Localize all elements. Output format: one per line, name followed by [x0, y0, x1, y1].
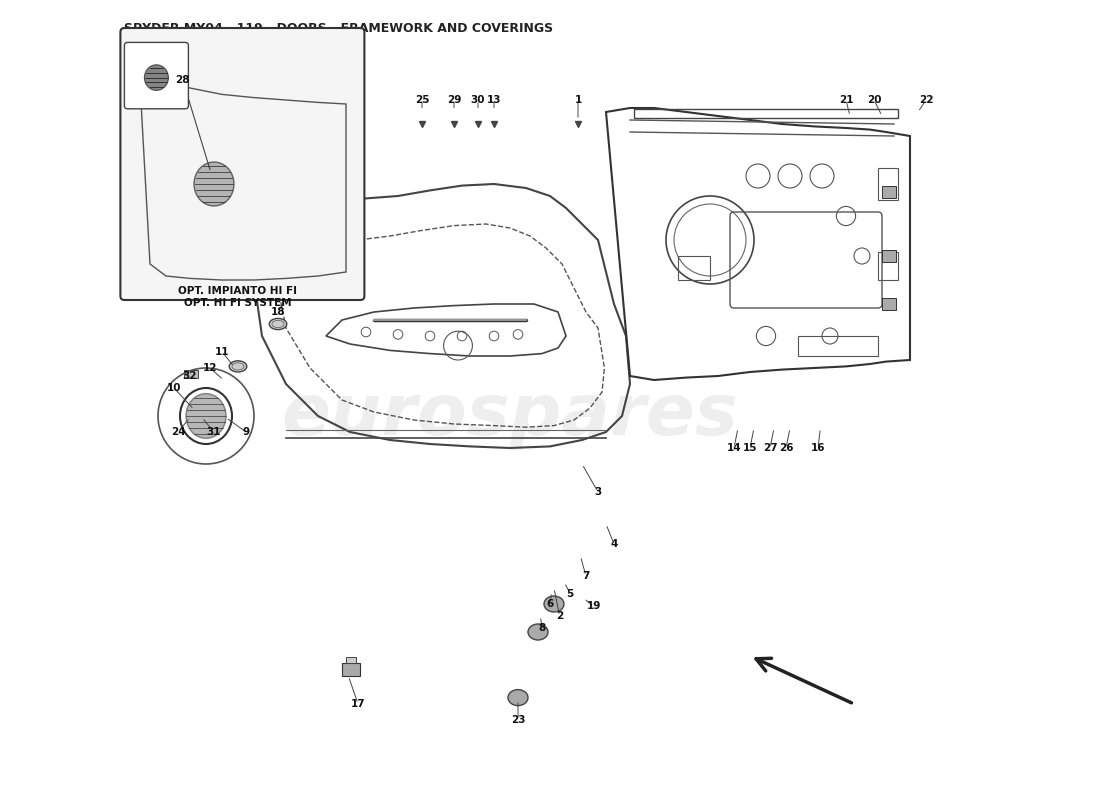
Ellipse shape [270, 318, 287, 330]
Text: 25: 25 [415, 95, 429, 105]
Text: 29: 29 [447, 95, 461, 105]
Text: 32: 32 [183, 371, 197, 381]
Bar [634, 109, 898, 118]
Bar [882, 186, 896, 198]
Text: 1: 1 [574, 95, 582, 105]
Text: 10: 10 [167, 383, 182, 393]
Text: 2: 2 [556, 611, 563, 621]
Text: 21: 21 [838, 95, 854, 105]
Text: 12: 12 [202, 363, 217, 373]
Bar [878, 252, 898, 280]
Text: 20: 20 [867, 95, 881, 105]
Bar [798, 336, 878, 356]
Text: 14: 14 [727, 443, 741, 453]
Text: 6: 6 [547, 599, 553, 609]
Ellipse shape [144, 65, 168, 90]
FancyBboxPatch shape [120, 28, 364, 300]
Text: 13: 13 [486, 95, 502, 105]
Text: 24: 24 [170, 427, 185, 437]
Text: 31: 31 [207, 427, 221, 437]
Text: 19: 19 [586, 602, 602, 611]
Bar [342, 663, 360, 676]
Bar [882, 250, 896, 262]
Ellipse shape [544, 596, 564, 612]
Text: 5: 5 [566, 589, 573, 598]
Text: SPYDER MY04 - 119 - DOORS - FRAMEWORK AND COVERINGS: SPYDER MY04 - 119 - DOORS - FRAMEWORK AN… [124, 22, 553, 35]
Ellipse shape [186, 394, 225, 438]
Text: 7: 7 [582, 571, 590, 581]
Circle shape [287, 279, 301, 294]
Text: 26: 26 [779, 443, 793, 453]
Text: 16: 16 [811, 443, 825, 453]
Text: 8: 8 [538, 623, 546, 633]
Ellipse shape [528, 624, 548, 640]
Ellipse shape [508, 690, 528, 706]
Text: 18: 18 [271, 307, 285, 317]
Text: eurospares: eurospares [282, 382, 738, 450]
Text: 30: 30 [471, 95, 485, 105]
Ellipse shape [229, 361, 246, 372]
Text: 17: 17 [351, 699, 365, 709]
Text: 28: 28 [175, 75, 189, 85]
Bar [184, 370, 198, 378]
Bar [346, 657, 355, 663]
Text: 3: 3 [594, 487, 602, 497]
Text: 22: 22 [918, 95, 933, 105]
FancyBboxPatch shape [124, 42, 188, 109]
Bar [878, 168, 898, 200]
Text: 27: 27 [762, 443, 778, 453]
Text: OPT. IMPIANTO HI FI
OPT. HI FI SYSTEM: OPT. IMPIANTO HI FI OPT. HI FI SYSTEM [178, 286, 297, 308]
Text: 15: 15 [742, 443, 757, 453]
Text: 11: 11 [214, 347, 229, 357]
Text: 9: 9 [242, 427, 250, 437]
Bar [882, 298, 896, 310]
Text: 23: 23 [510, 715, 526, 725]
Bar [678, 256, 710, 280]
Ellipse shape [194, 162, 234, 206]
Text: 4: 4 [610, 539, 618, 549]
